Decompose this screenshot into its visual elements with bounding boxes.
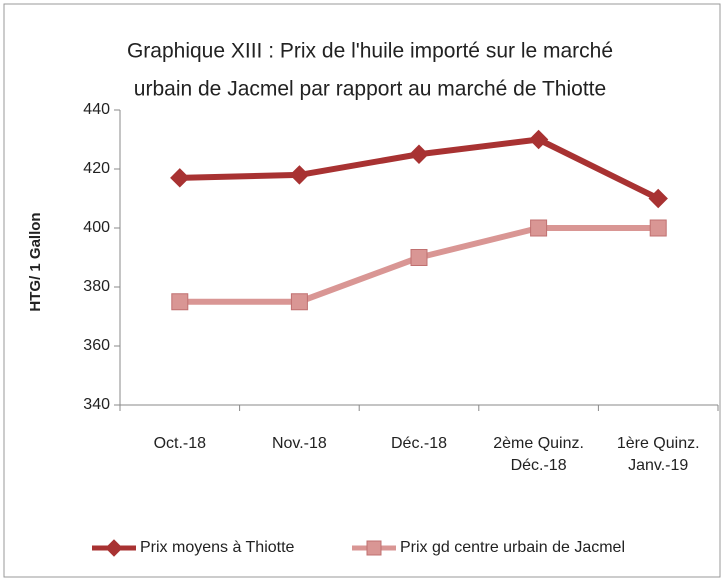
marker xyxy=(530,219,548,237)
marker xyxy=(170,168,190,188)
y-tick-label: 440 xyxy=(83,101,110,118)
y-tick-label: 420 xyxy=(83,160,110,177)
y-tick-label: 400 xyxy=(83,219,110,236)
y-axis-label: HTG/ 1 Gallon xyxy=(27,212,44,311)
marker xyxy=(648,188,668,209)
marker xyxy=(171,293,189,311)
legend-label: Prix moyens à Thiotte xyxy=(140,539,295,556)
x-tick-label: 1ère Quinz. Janv.-19 xyxy=(616,435,700,474)
marker xyxy=(105,539,123,557)
marker xyxy=(410,249,428,266)
marker xyxy=(528,129,549,150)
x-tick-label: Oct.-18 xyxy=(153,435,207,452)
x-tick-label: Déc.-18 xyxy=(390,435,448,452)
chart-title: Graphique XIII : Prix de l'huile importé… xyxy=(127,40,613,63)
marker xyxy=(290,293,308,311)
chart-border xyxy=(3,3,721,578)
marker xyxy=(649,219,667,237)
x-tick-label: 2ème Quinz. Déc.-18 xyxy=(493,435,584,474)
x-tick-label: Nov.-18 xyxy=(271,435,327,452)
y-tick-label: 340 xyxy=(83,396,110,413)
chart-title: urbain de Jacmel par rapport au marché d… xyxy=(134,78,606,101)
y-tick-label: 380 xyxy=(83,278,110,295)
marker xyxy=(409,144,429,164)
legend-label: Prix gd centre urbain de Jacmel xyxy=(400,539,625,556)
y-tick-label: 360 xyxy=(83,337,110,354)
marker xyxy=(366,540,382,556)
marker xyxy=(289,165,310,185)
